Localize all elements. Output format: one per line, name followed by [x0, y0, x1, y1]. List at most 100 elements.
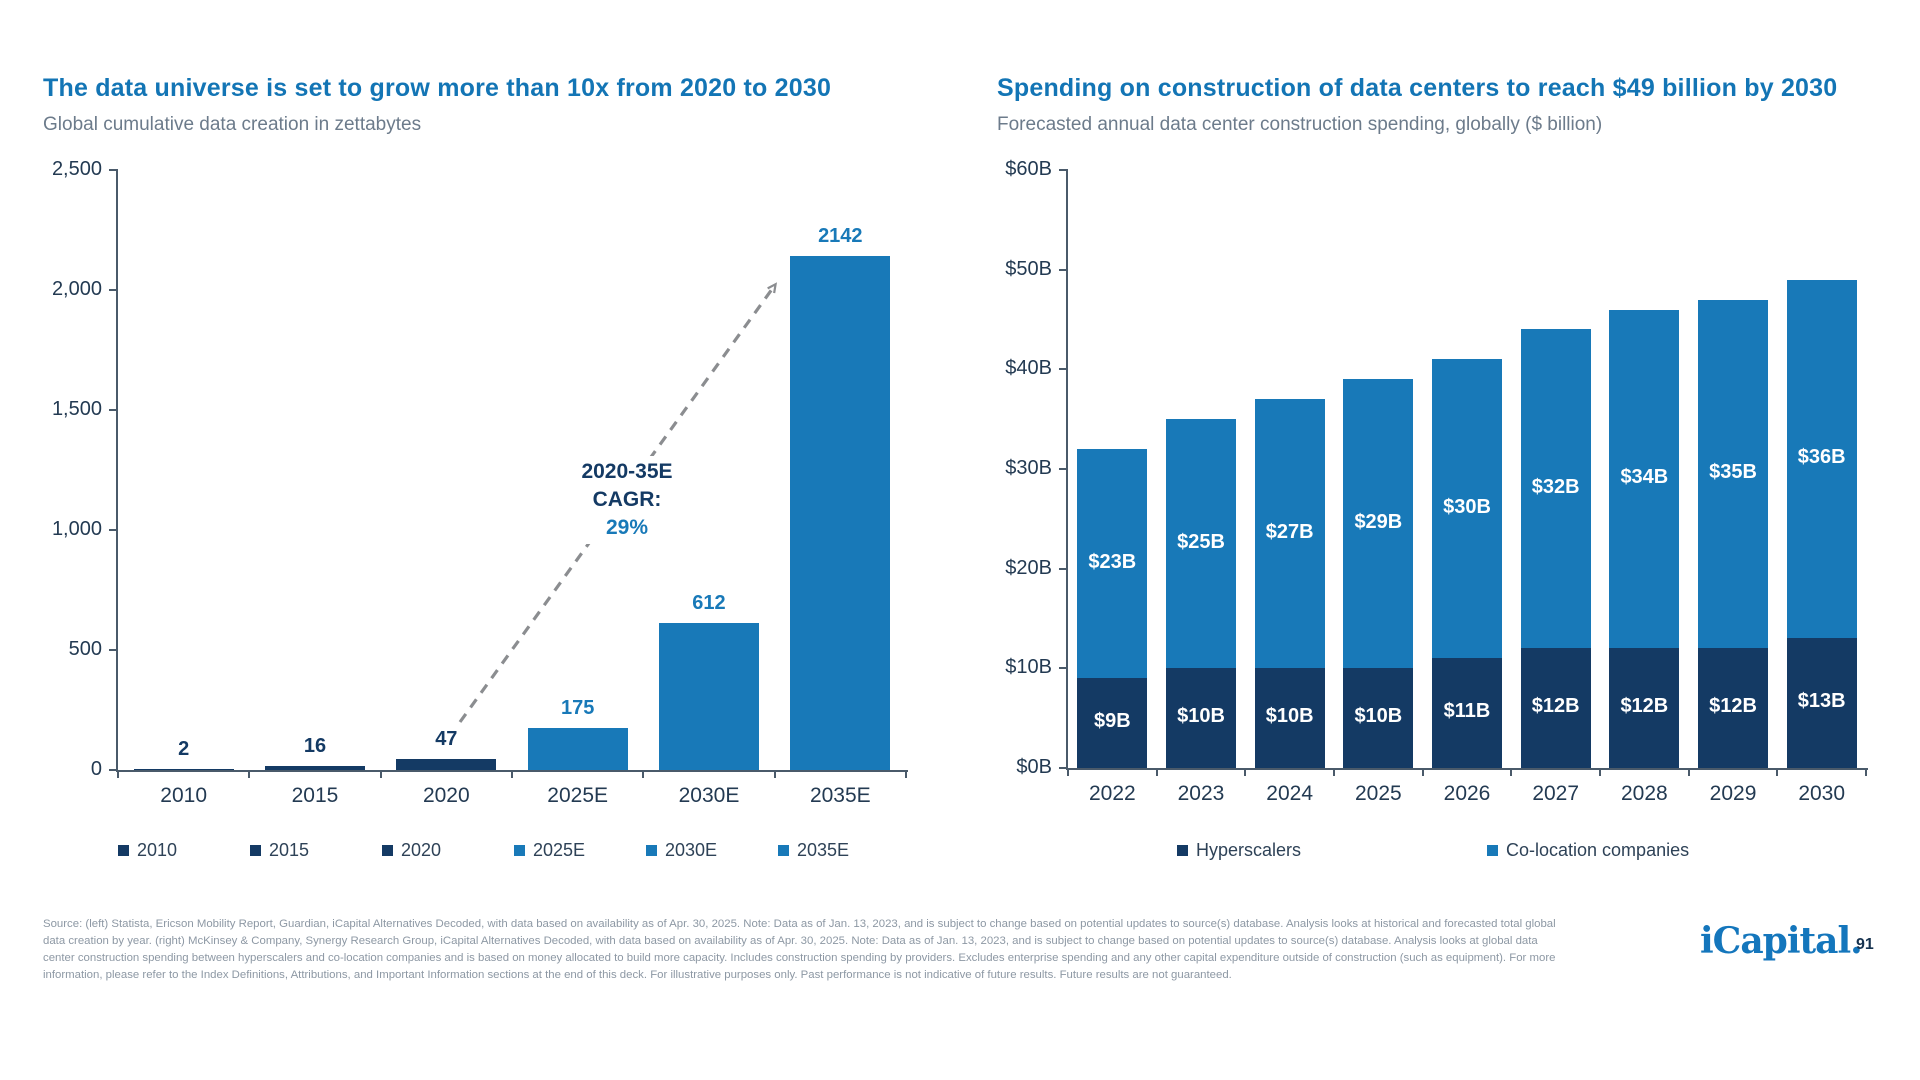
y-tick-mark: [1059, 169, 1068, 171]
x-tick-mark: [1776, 768, 1779, 776]
segment-value-label: $30B: [1443, 495, 1491, 518]
x-axis-label: 2027: [1532, 782, 1580, 805]
left-chart-title: The data universe is set to grow more th…: [43, 74, 832, 102]
x-axis-label: 2025: [1354, 782, 1402, 805]
footer-line: center construction spending between hyp…: [43, 952, 1556, 964]
bar-2020: [396, 758, 497, 770]
y-tick-mark: [109, 769, 118, 771]
x-axis-label: 2015: [291, 784, 339, 807]
segment-value-label: $27B: [1265, 520, 1314, 543]
x-axis-label: 2035E: [809, 784, 871, 807]
legend-swatch: [514, 845, 525, 856]
x-axis-label: 2020: [422, 784, 470, 807]
legend-swatch: [382, 845, 393, 856]
segment-co-location-companies-2028: [1609, 309, 1680, 649]
segment-co-location-companies-2023: [1166, 419, 1236, 669]
legend-item: Co-location companies: [1487, 840, 1689, 861]
y-tick-label: 2,000: [51, 278, 102, 300]
y-axis-line: [1066, 170, 1068, 768]
segment-hyperscalers-2022: [1077, 678, 1148, 768]
footer-line: information, please refer to the Index D…: [43, 969, 1232, 981]
legend-label: Hyperscalers: [1196, 840, 1302, 860]
y-tick-mark: [109, 529, 118, 531]
x-tick-mark: [1599, 768, 1602, 776]
legend-swatch: [1177, 845, 1188, 856]
bar-value-label: 2: [178, 738, 190, 760]
segment-value-label: $10B: [1354, 705, 1403, 728]
segment-co-location-companies-2024: [1254, 399, 1325, 669]
segment-value-label: $29B: [1354, 510, 1403, 533]
bar-value-label: 175: [560, 697, 595, 719]
legend-label: 2015: [269, 840, 310, 860]
y-tick-mark: [1059, 268, 1068, 271]
segment-value-label: $10B: [1177, 705, 1225, 728]
segment-hyperscalers-2027: [1520, 648, 1591, 768]
x-tick-mark: [1155, 768, 1158, 776]
segment-hyperscalers-2026: [1432, 658, 1502, 768]
bar-2030E: [658, 623, 759, 770]
page-number: 91: [1856, 936, 1874, 953]
x-tick-mark: [1421, 768, 1424, 776]
x-tick-mark: [904, 770, 907, 778]
segment-co-location-companies-2026: [1432, 359, 1502, 659]
legend-label: 2020: [401, 840, 442, 860]
segment-value-label: $11B: [1443, 700, 1491, 723]
x-tick-mark: [1333, 768, 1335, 776]
y-tick-mark: [109, 649, 118, 651]
y-tick-mark: [109, 289, 118, 291]
legend-swatch: [646, 845, 657, 856]
x-axis-label: 2029: [1709, 782, 1757, 805]
y-tick-label: $10B: [1005, 656, 1052, 679]
segment-value-label: $25B: [1177, 530, 1225, 553]
y-tick-mark: [1059, 368, 1068, 371]
segment-hyperscalers-2025: [1343, 668, 1414, 768]
cagr-annotation-line-3: 29%: [605, 516, 649, 539]
segment-co-location-companies-2030: [1786, 279, 1857, 639]
x-axis-label: 2010: [160, 784, 208, 807]
legend-label: 2030E: [665, 840, 718, 860]
bar-value-label: 47: [435, 727, 458, 750]
legend-swatch: [118, 845, 129, 856]
x-tick-mark: [1510, 768, 1513, 776]
cagr-annotation-line-1: 2020-35E: [581, 460, 673, 483]
y-tick-label: 1,500: [51, 398, 102, 420]
y-axis-line: [116, 170, 118, 770]
y-tick-label: 1,000: [51, 518, 102, 540]
bar-value-label: 16: [303, 735, 327, 758]
left-chart-subtitle: Global cumulative data creation in zetta…: [43, 114, 422, 135]
legend-item: 2035E: [778, 840, 849, 861]
footer-line: Source: (left) Statista, Ericson Mobilit…: [43, 918, 1556, 930]
segment-value-label: $13B: [1797, 690, 1846, 713]
x-axis-label: 2022: [1088, 782, 1136, 805]
legend-label: Co-location companies: [1506, 840, 1690, 860]
segment-hyperscalers-2028: [1609, 648, 1680, 768]
segment-value-label: $10B: [1265, 705, 1314, 728]
source-footnote: Source: (left) Statista, Ericson Mobilit…: [43, 916, 1556, 984]
legend-item: Hyperscalers: [1177, 840, 1301, 861]
cagr-annotation: 2020-35E CAGR: 29%: [536, 456, 718, 544]
x-axis-label: 2024: [1266, 782, 1314, 805]
legend-swatch: [250, 845, 261, 856]
y-tick-mark: [109, 409, 118, 411]
bar-value-label: 612: [692, 592, 726, 615]
bar-value-label: 2142: [818, 224, 863, 247]
segment-value-label: $32B: [1531, 475, 1580, 498]
y-tick-label: $30B: [1005, 457, 1052, 479]
x-axis-label: 2026: [1443, 782, 1491, 805]
x-axis-line: [1066, 768, 1868, 770]
legend-label: 2010: [137, 840, 178, 860]
right-chart-title: Spending on construction of data centers…: [997, 74, 1838, 102]
x-tick-mark: [1067, 768, 1069, 776]
x-tick-mark: [117, 770, 119, 778]
y-tick-label: $40B: [1005, 357, 1052, 380]
legend-swatch: [778, 845, 789, 856]
y-tick-label: 500: [68, 638, 102, 660]
x-axis-label: 2030: [1798, 782, 1846, 805]
x-axis-label: 2025E: [547, 784, 609, 807]
segment-co-location-companies-2027: [1520, 329, 1591, 649]
legend-item: 2020: [382, 840, 441, 861]
x-tick-mark: [510, 770, 513, 778]
legend-label: 2035E: [797, 840, 850, 860]
legend-item: 2010: [118, 840, 177, 861]
